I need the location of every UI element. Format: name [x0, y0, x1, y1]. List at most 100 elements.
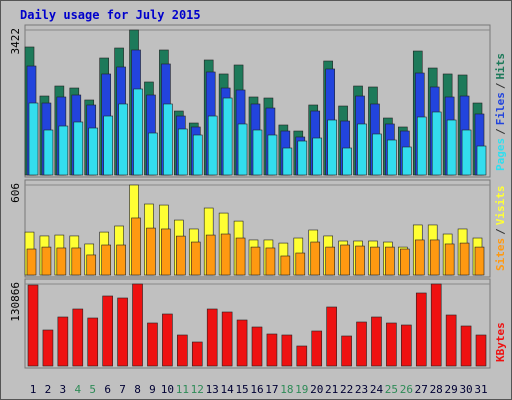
bar: [147, 322, 158, 367]
bar: [163, 103, 173, 176]
x-tick-label: 6: [104, 383, 111, 396]
bar: [118, 103, 128, 176]
legend-entry: KBytes: [494, 322, 507, 362]
bar: [133, 88, 143, 176]
bar: [372, 133, 382, 176]
bar: [281, 334, 293, 367]
bar: [56, 247, 67, 276]
bar: [327, 119, 337, 176]
bar: [221, 311, 233, 367]
bar: [414, 239, 425, 276]
bar: [251, 326, 263, 367]
bar: [267, 134, 278, 176]
bar: [387, 139, 397, 176]
legend: KBytes: [494, 322, 507, 362]
bar: [401, 324, 412, 367]
bar: [402, 146, 412, 176]
legend-separator: /: [494, 82, 507, 89]
bar: [43, 129, 54, 176]
x-tick-label: 4: [74, 383, 81, 396]
legend-entry: Pages: [494, 138, 507, 171]
bar: [326, 306, 337, 367]
bar: [429, 239, 440, 276]
bar: [191, 341, 203, 367]
bar: [102, 295, 113, 367]
bar: [103, 115, 113, 176]
x-tick-label: 7: [119, 383, 126, 396]
bar: [57, 316, 69, 367]
bar: [176, 235, 186, 276]
x-tick-label: 20: [310, 383, 323, 396]
bar: [430, 283, 442, 367]
x-tick-label: 21: [325, 383, 338, 396]
x-tick-label: 14: [221, 383, 235, 396]
bar: [280, 255, 291, 276]
bar: [445, 314, 457, 367]
bar: [222, 97, 233, 176]
legend-entry: Visits: [494, 186, 507, 226]
bar: [370, 246, 380, 276]
legend-entry: Hits: [494, 53, 507, 80]
bar: [311, 330, 323, 367]
x-tick-label: 24: [370, 383, 384, 396]
bar: [460, 325, 472, 367]
bar: [86, 254, 97, 276]
x-tick-label: 17: [265, 383, 278, 396]
legend-entry: Sites: [494, 238, 507, 271]
x-tick-label: 11: [176, 383, 189, 396]
bar: [297, 140, 308, 176]
bar: [386, 322, 397, 367]
bar: [236, 319, 248, 367]
bar: [431, 111, 442, 176]
x-tick-label: 28: [430, 383, 443, 396]
bar: [342, 147, 352, 176]
bar: [357, 123, 367, 176]
x-tick-label: 29: [445, 383, 458, 396]
bar: [205, 234, 216, 276]
bar: [131, 217, 141, 276]
x-tick-label: 9: [149, 383, 156, 396]
bar: [71, 247, 82, 276]
bar: [474, 246, 485, 276]
bar: [220, 233, 231, 276]
bar: [146, 227, 156, 276]
bar: [41, 246, 52, 276]
bar: [282, 147, 293, 176]
bar: [415, 292, 427, 367]
legend-separator: /: [494, 228, 507, 235]
bar: [355, 245, 365, 276]
y-tick-label: 130866: [9, 282, 22, 322]
bar: [206, 308, 218, 367]
x-tick-label: 12: [191, 383, 204, 396]
bar: [88, 127, 99, 176]
bar: [235, 237, 246, 276]
bar: [356, 321, 367, 367]
bar: [192, 134, 203, 176]
bar: [475, 334, 487, 367]
bar: [117, 297, 128, 367]
bar: [148, 132, 158, 176]
bar: [385, 246, 395, 276]
bar: [295, 252, 306, 276]
bar: [132, 283, 143, 367]
x-tick-label: 10: [161, 383, 174, 396]
bar: [190, 241, 201, 276]
bar: [371, 316, 382, 367]
bar: [325, 246, 335, 276]
legend-separator: /: [494, 128, 507, 135]
x-tick-label: 22: [340, 383, 353, 396]
bar: [446, 119, 457, 176]
bar: [73, 121, 84, 176]
bar: [161, 228, 171, 276]
y-tick-label: 606: [9, 183, 22, 203]
bar: [341, 335, 352, 367]
bar: [461, 129, 472, 176]
bar: [87, 317, 99, 367]
x-tick-label: 23: [355, 383, 368, 396]
x-tick-label: 26: [400, 383, 413, 396]
bar: [312, 137, 323, 176]
x-tick-label: 8: [134, 383, 141, 396]
bar: [207, 115, 218, 176]
bar: [444, 243, 455, 276]
